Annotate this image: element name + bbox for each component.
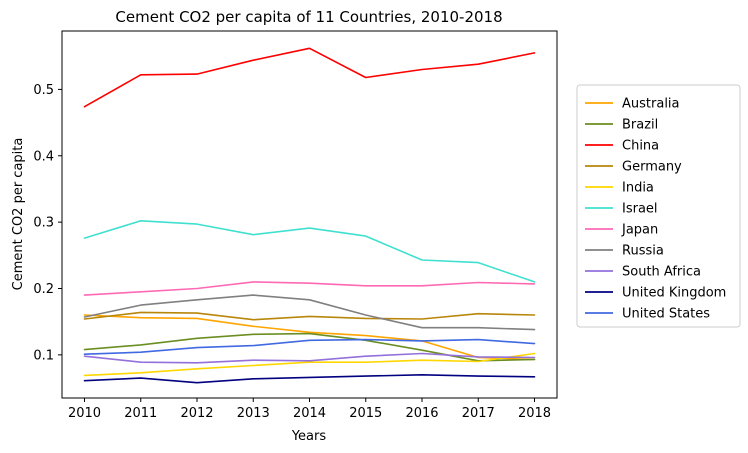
series-line-china (83, 47, 536, 108)
legend-label: Germany (622, 160, 682, 175)
series-line-united-kingdom (83, 373, 536, 384)
y-axis-label: Cement CO2 per capita (11, 138, 26, 291)
legend-label: Russia (622, 244, 664, 259)
y-axis: 0.1 0.2 0.3 0.4 0.5 (33, 83, 62, 363)
legend-label: India (622, 181, 654, 196)
legend-label: Australia (622, 97, 680, 112)
x-tick-label: 2017 (462, 406, 495, 421)
series-line-russia (83, 294, 536, 331)
series-line-germany (83, 311, 536, 321)
x-tick-label: 2012 (180, 406, 213, 421)
legend: Australia Brazil China Germany India Israel Ja… (576, 84, 741, 328)
series-layer (83, 47, 536, 384)
plot-frame (61, 30, 558, 399)
legend-label: China (622, 139, 659, 154)
legend-label: Brazil (622, 118, 658, 133)
x-tick-label: 2010 (68, 406, 101, 421)
y-tick-label: 0.3 (33, 216, 54, 231)
legend-label: Israel (622, 202, 658, 217)
series-line-south-africa (83, 352, 536, 364)
series-line-japan (83, 281, 536, 296)
x-tick-label: 2011 (124, 406, 157, 421)
x-tick-label: 2013 (237, 406, 270, 421)
series-line-israel (83, 220, 536, 283)
x-axis: 2010 2011 2012 2013 2014 2015 2016 2017 2018 (68, 398, 551, 421)
y-tick-label: 0.2 (33, 282, 54, 297)
y-tick-label: 0.1 (33, 348, 54, 363)
chart-title: Cement CO2 per capita of 11 Countries, 2… (115, 8, 502, 26)
x-tick-label: 2015 (349, 406, 382, 421)
legend-label: United States (622, 307, 710, 322)
legend-label: South Africa (622, 265, 701, 280)
legend-box (576, 84, 741, 328)
series-line-india (83, 352, 536, 377)
legend-label: United Kingdom (622, 286, 726, 301)
series-line-brazil (83, 332, 536, 362)
legend-label: Japan (621, 223, 658, 238)
y-tick-label: 0.4 (33, 149, 54, 164)
y-tick-label: 0.5 (33, 83, 54, 98)
x-tick-label: 2018 (518, 406, 551, 421)
series-line-australia (83, 314, 536, 361)
x-tick-label: 2014 (293, 406, 326, 421)
x-axis-label: Years (291, 429, 327, 444)
x-tick-label: 2016 (405, 406, 438, 421)
series-line-united-states (83, 338, 536, 356)
